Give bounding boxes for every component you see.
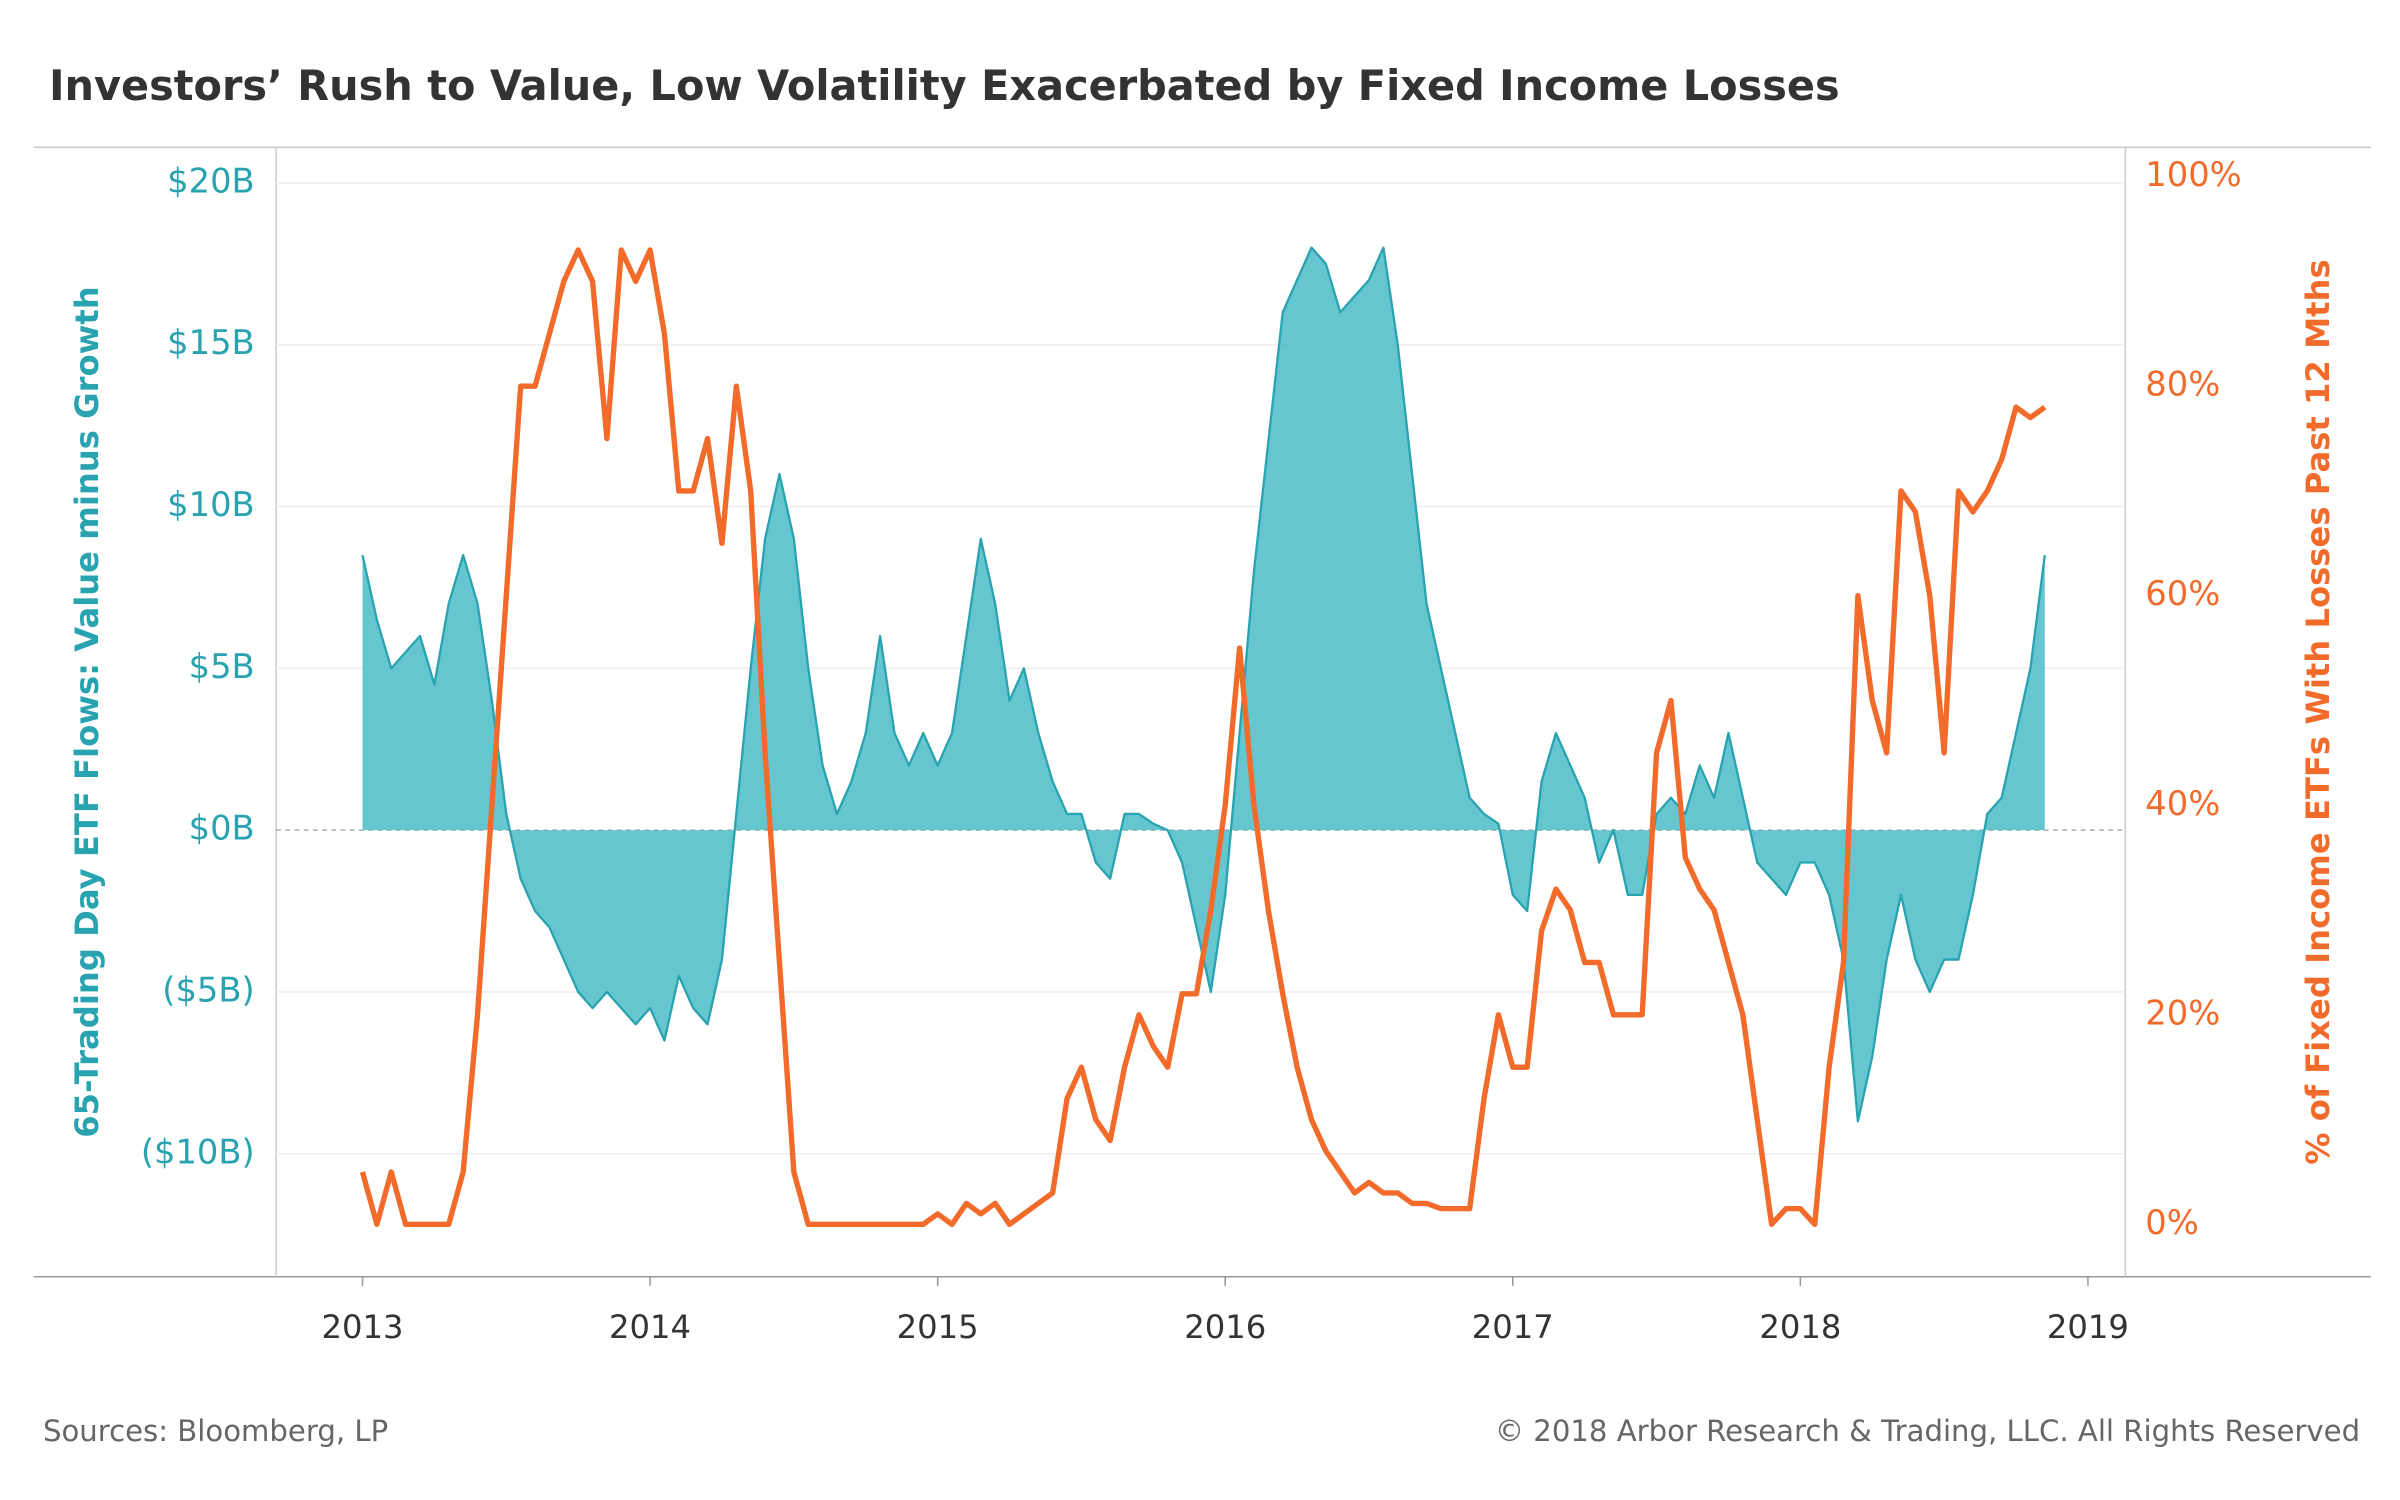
y2-tick-label: 80% [2145, 365, 2220, 404]
x-tick-label: 2018 [1759, 1308, 1841, 1346]
x-tick-label: 2014 [609, 1308, 691, 1346]
area-fill [362, 247, 2045, 1122]
y2-tick-label: 40% [2145, 784, 2220, 823]
x-tick-label: 2013 [321, 1308, 403, 1346]
y-tick-label: $15B [167, 323, 255, 362]
y-tick-label: ($10B) [141, 1132, 255, 1171]
y2-tick-label: 100% [2145, 155, 2242, 194]
y-tick-label: $5B [189, 647, 255, 686]
y-tick-label: ($5B) [162, 970, 254, 1009]
y-tick-label: $10B [167, 485, 255, 524]
x-tick-label: 2019 [2047, 1308, 2129, 1346]
y-tick-label: $20B [167, 161, 255, 200]
copyright: © 2018 Arbor Research & Trading, LLC. Al… [1495, 1414, 2360, 1448]
x-tick-label: 2016 [1184, 1308, 1266, 1346]
y2-tick-label: 20% [2145, 993, 2220, 1032]
y2-axis-label: % of Fixed Income ETFs With Losses Past … [2299, 259, 2337, 1164]
source: Sources: Bloomberg, LP [43, 1414, 388, 1448]
y2-tick-label: 0% [2145, 1203, 2199, 1242]
y2-tick-label: 60% [2145, 574, 2220, 613]
series-line [359, 247, 2047, 1228]
y-tick-label: $0B [189, 809, 255, 848]
chart-title: Investors’ Rush to Value, Low Volatility… [49, 62, 1840, 110]
x-tick-label: 2017 [1472, 1308, 1554, 1346]
y-axis-label: 65-Trading Day ETF Flows: Value minus Gr… [68, 286, 106, 1137]
x-tick-label: 2015 [897, 1308, 979, 1346]
